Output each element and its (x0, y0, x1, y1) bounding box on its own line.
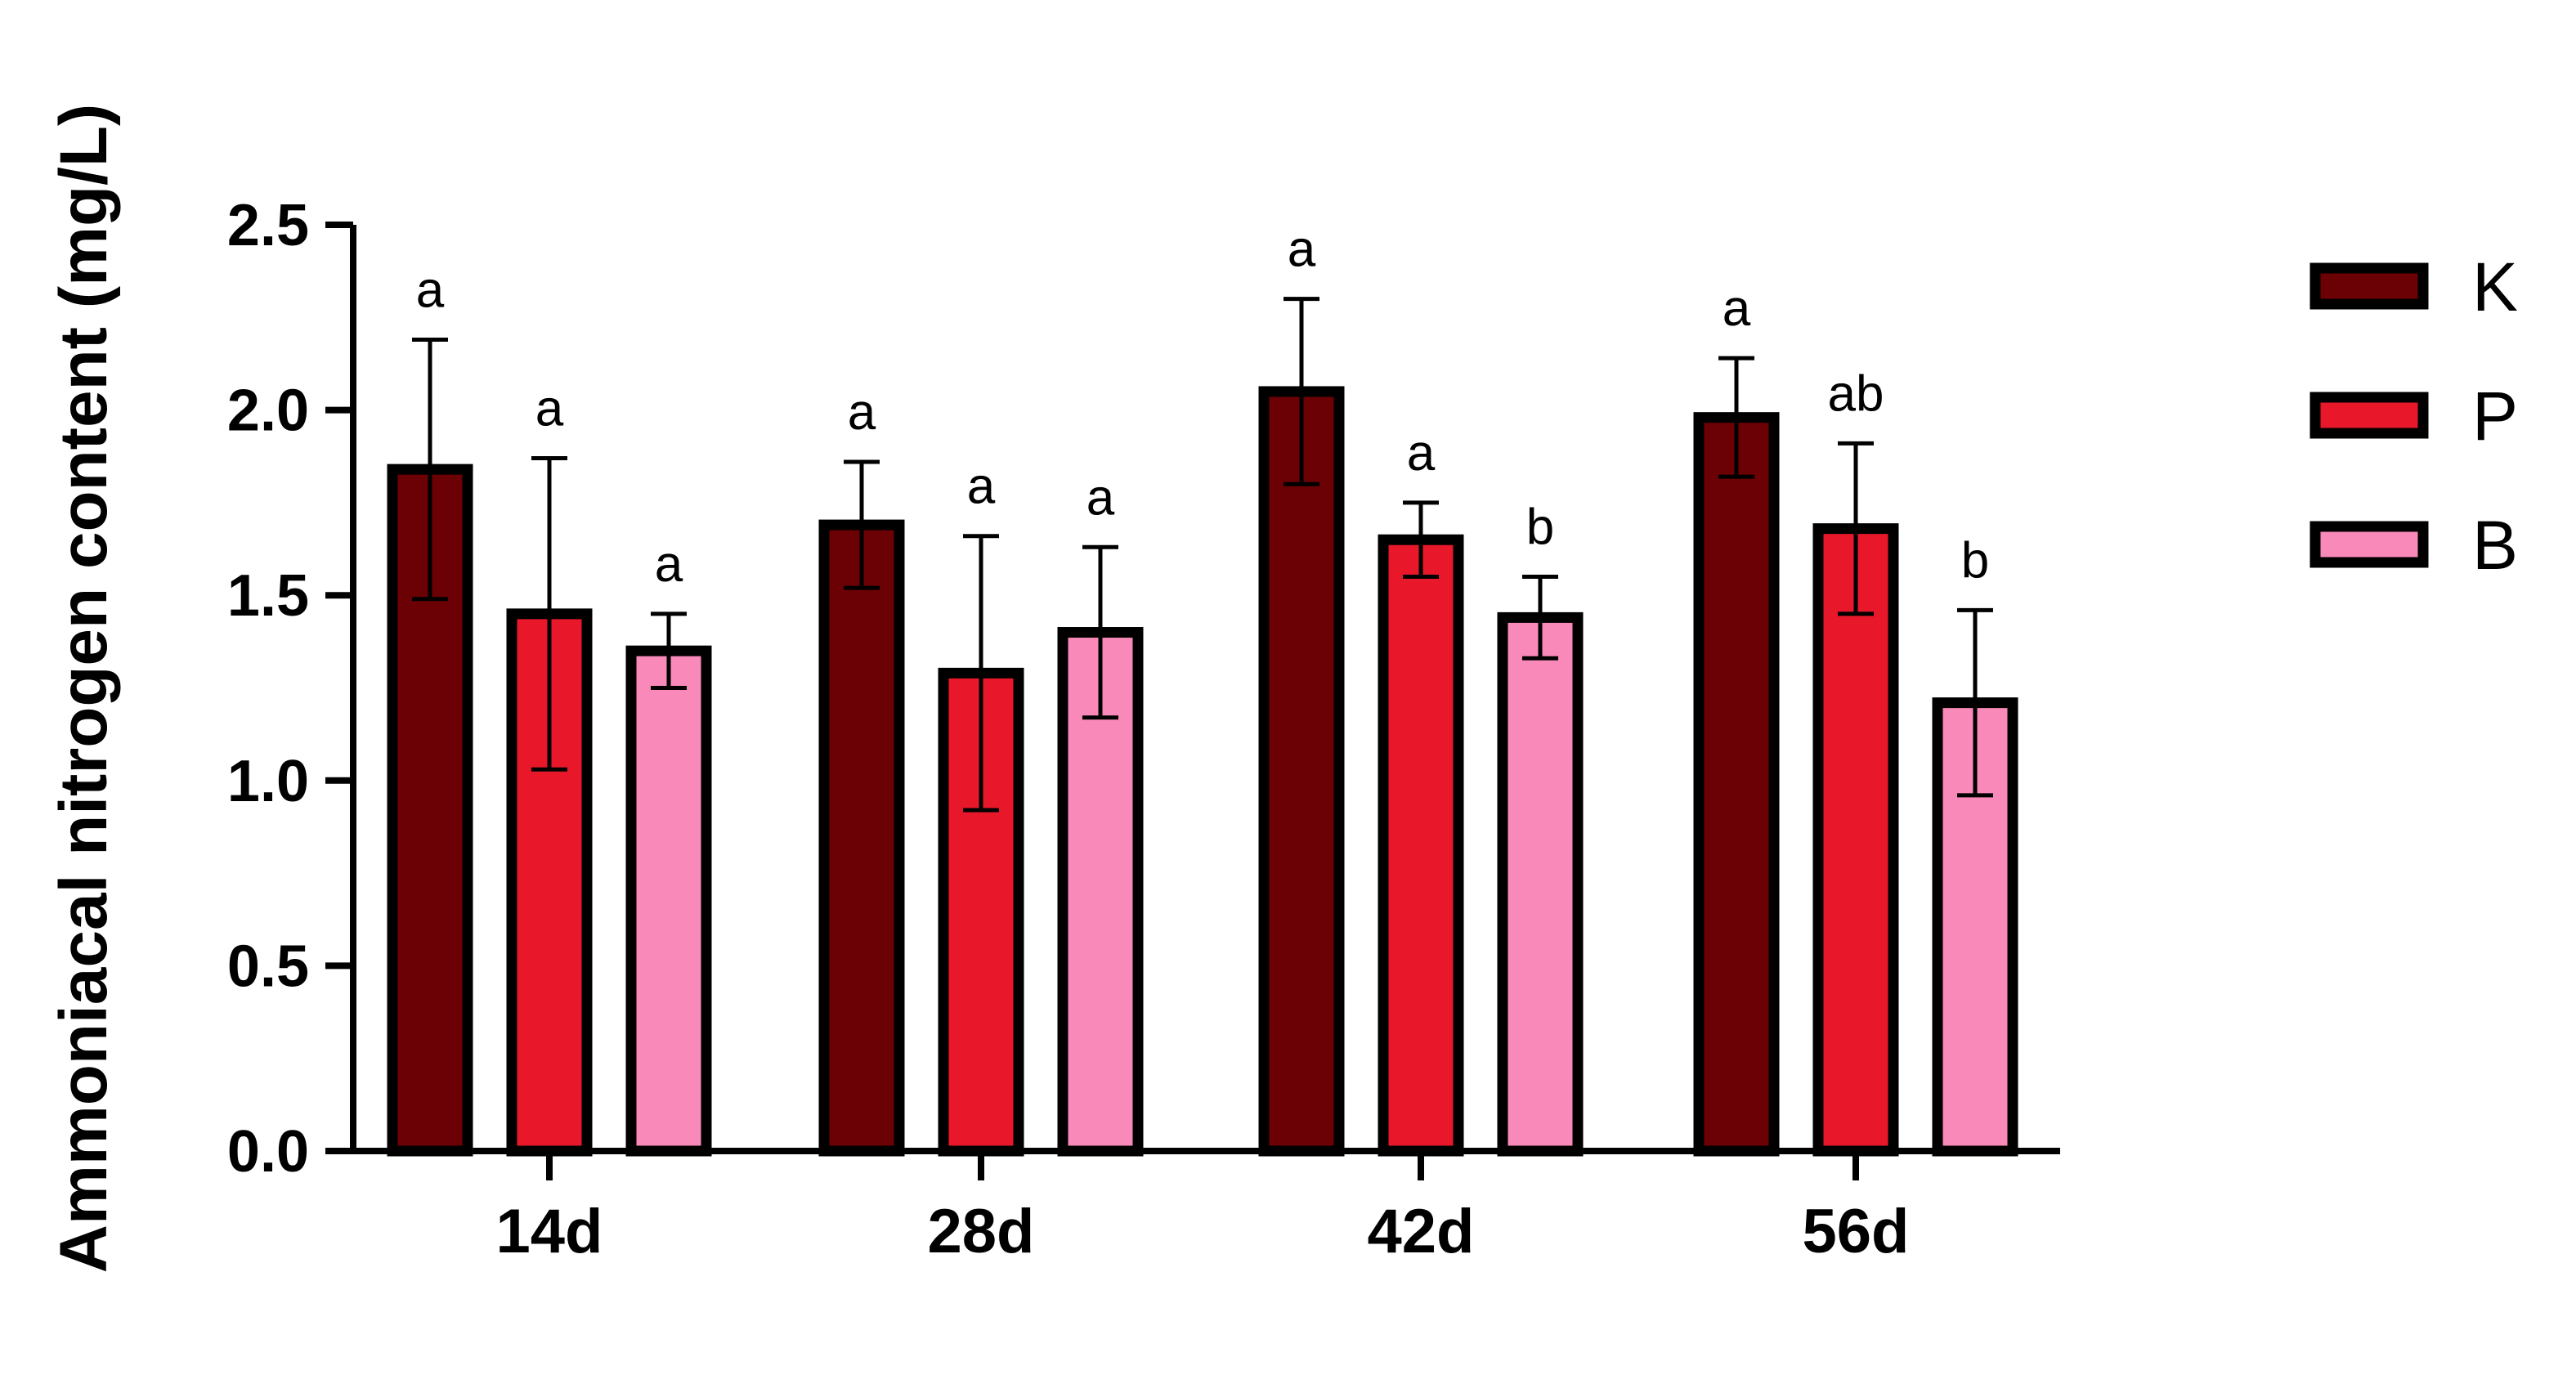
significance-label: b (1526, 499, 1554, 556)
x-tick-label: 56d (1803, 1197, 1910, 1266)
x-tick-label: 28d (928, 1197, 1035, 1266)
significance-label: a (535, 381, 564, 437)
y-axis-label: Ammoniacal nitrogen content (mg/L) (47, 104, 121, 1273)
legend-label-K: K (2472, 249, 2518, 325)
y-tick-label: 0.5 (227, 934, 309, 999)
significance-label: a (1407, 425, 1436, 481)
y-tick-label: 2.0 (227, 378, 309, 444)
legend-label-P: P (2472, 378, 2518, 455)
y-tick-label: 0.0 (227, 1119, 309, 1185)
significance-label: a (655, 536, 683, 593)
bar-K-56d (1693, 412, 1780, 1157)
legend-label-B: B (2472, 507, 2518, 584)
significance-label: a (1723, 280, 1751, 337)
y-tick-label: 2.5 (227, 193, 309, 258)
significance-label: a (416, 262, 445, 318)
y-tick-label: 1.5 (227, 563, 309, 629)
significance-label: a (1288, 222, 1316, 278)
significance-label: a (848, 384, 876, 441)
legend-swatch-P (2309, 392, 2429, 439)
x-tick-label: 14d (496, 1197, 603, 1266)
bar-B-42d (1497, 611, 1584, 1157)
significance-label: a (1086, 469, 1115, 526)
significance-label: a (967, 459, 996, 515)
y-tick-label: 1.0 (227, 749, 309, 814)
bar-B-14d (625, 645, 712, 1157)
bar-P-56d (1812, 523, 1899, 1157)
x-tick-label: 42d (1368, 1197, 1475, 1266)
bar-K-42d (1258, 386, 1345, 1157)
bar-K-28d (818, 519, 905, 1157)
axes: Ammoniacal nitrogen content (mg/L) 0.0 0.… (47, 104, 2060, 1273)
significance-label: ab (1828, 365, 1884, 422)
legend: KPB (2309, 249, 2518, 584)
bar-P-42d (1378, 534, 1464, 1157)
legend-swatch-B (2309, 521, 2429, 568)
significance-label: b (1961, 532, 1989, 589)
legend-swatch-K (2309, 262, 2429, 310)
